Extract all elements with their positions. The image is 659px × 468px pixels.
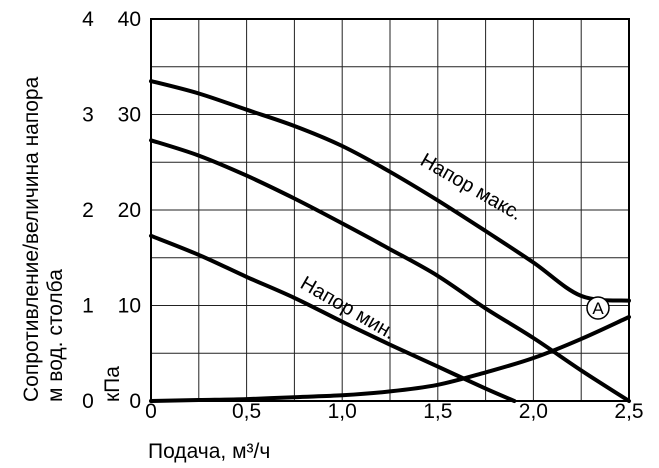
- marker-a: A: [586, 296, 610, 320]
- y-axis-title-outer: Сопротивление/величина напора: [20, 76, 43, 402]
- y-tick-label-m: 2: [82, 199, 94, 222]
- y-tick-label-m: 4: [82, 8, 94, 31]
- x-tick-label: 2,0: [519, 400, 548, 423]
- y-axis-title-kpa: кПа: [101, 366, 124, 402]
- x-axis-title: Подача, м³/ч: [148, 440, 270, 463]
- y-tick-label-m: 1: [82, 295, 94, 318]
- curve-min-head: [149, 233, 517, 403]
- grid: [151, 19, 629, 401]
- y-tick-label-kpa: 10: [118, 295, 141, 318]
- curve-system-resistance: [149, 315, 631, 403]
- tick-labels: 0 0,5 1,0 1,5 2,0 2,5 0 10 20 30 40 0 1 2 3 4: [82, 8, 643, 423]
- curve-max-head: [149, 79, 631, 303]
- x-tick-label: 0,5: [232, 400, 261, 423]
- plot-frame: [150, 18, 630, 402]
- marker-a-label: A: [592, 299, 604, 318]
- x-tick-label: 2,5: [614, 400, 643, 423]
- x-tick-label: 1,0: [328, 400, 357, 423]
- curves: [149, 79, 631, 403]
- plot-border: [150, 18, 630, 402]
- y-tick-label-m: 0: [82, 390, 94, 413]
- curve-mid-head: [149, 138, 631, 403]
- y-tick-label-m: 3: [82, 104, 94, 127]
- y-tick-label-kpa: 0: [129, 390, 141, 413]
- y-axis-title-inner: м вод. столба: [44, 269, 67, 402]
- y-tick-label-kpa: 20: [118, 199, 141, 222]
- x-tick-label: 1,5: [423, 400, 452, 423]
- y-tick-label-kpa: 30: [118, 104, 141, 127]
- x-tick-label: 0: [145, 400, 157, 423]
- y-tick-label-kpa: 40: [118, 8, 141, 31]
- marker-a-circle: [586, 296, 610, 320]
- label-max-head: Напор макс.: [417, 149, 526, 225]
